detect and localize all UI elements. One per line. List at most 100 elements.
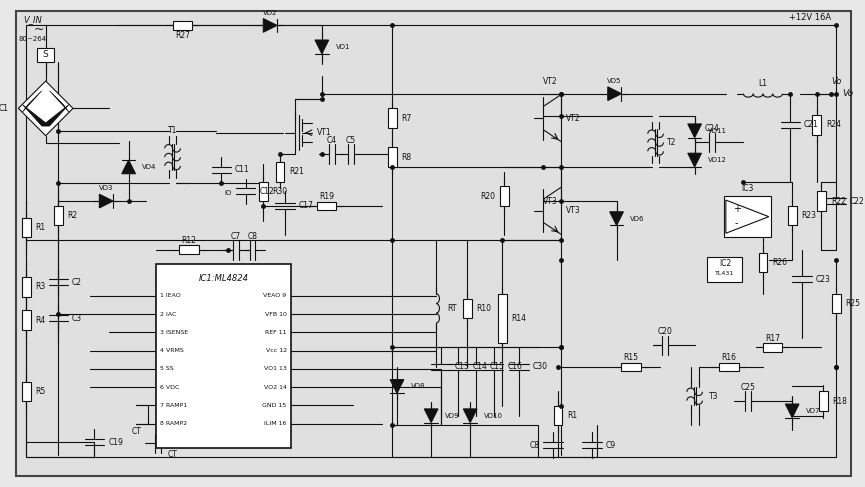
Bar bbox=[259, 182, 267, 201]
Text: IC3: IC3 bbox=[741, 184, 753, 193]
Text: IO: IO bbox=[225, 190, 232, 196]
Text: VD3: VD3 bbox=[99, 186, 113, 191]
Polygon shape bbox=[49, 91, 69, 112]
Polygon shape bbox=[425, 409, 438, 423]
Text: VD1: VD1 bbox=[336, 44, 350, 50]
Text: C9: C9 bbox=[606, 441, 616, 450]
Polygon shape bbox=[315, 40, 329, 54]
Polygon shape bbox=[688, 153, 702, 167]
Bar bbox=[788, 206, 797, 225]
Text: VT3: VT3 bbox=[566, 206, 580, 215]
Text: R20: R20 bbox=[480, 192, 495, 201]
Text: TL431: TL431 bbox=[715, 271, 734, 276]
Bar bbox=[554, 406, 562, 426]
Text: VT2: VT2 bbox=[543, 77, 558, 87]
Text: T3: T3 bbox=[709, 392, 719, 401]
Text: C7: C7 bbox=[231, 232, 241, 241]
Text: VD4: VD4 bbox=[143, 164, 157, 170]
Bar bbox=[22, 277, 30, 297]
Text: 8 RAMP2: 8 RAMP2 bbox=[160, 421, 187, 426]
Text: V_IN: V_IN bbox=[23, 15, 42, 24]
Polygon shape bbox=[390, 380, 404, 393]
Polygon shape bbox=[99, 194, 113, 208]
Text: C20: C20 bbox=[658, 327, 673, 337]
Text: R25: R25 bbox=[845, 299, 861, 308]
Text: IC2: IC2 bbox=[719, 259, 731, 268]
Text: 6 VDC: 6 VDC bbox=[160, 385, 179, 390]
Text: Vo: Vo bbox=[831, 77, 842, 87]
Text: ILIM 16: ILIM 16 bbox=[265, 421, 286, 426]
Text: C17: C17 bbox=[298, 202, 313, 210]
Text: T1: T1 bbox=[168, 126, 177, 135]
Text: C24: C24 bbox=[705, 124, 720, 133]
Bar bbox=[179, 245, 199, 254]
Text: C1: C1 bbox=[0, 104, 9, 113]
Text: REF 11: REF 11 bbox=[266, 330, 286, 335]
Text: R14: R14 bbox=[512, 314, 527, 323]
Text: R16: R16 bbox=[721, 353, 736, 362]
Text: C8: C8 bbox=[529, 441, 540, 450]
Text: 7 RAMP1: 7 RAMP1 bbox=[160, 403, 187, 408]
Bar bbox=[759, 253, 767, 272]
Bar bbox=[54, 206, 63, 225]
Text: C13: C13 bbox=[455, 362, 470, 372]
Text: -: - bbox=[735, 219, 739, 228]
Text: C21: C21 bbox=[804, 120, 818, 130]
Text: R5: R5 bbox=[35, 387, 46, 396]
Text: VD6: VD6 bbox=[631, 216, 644, 222]
Text: Vcc 12: Vcc 12 bbox=[266, 348, 286, 353]
Text: R18: R18 bbox=[833, 396, 848, 406]
Text: Vo: Vo bbox=[842, 89, 853, 98]
Text: S: S bbox=[42, 50, 48, 59]
Text: L1: L1 bbox=[759, 79, 767, 89]
Text: C2: C2 bbox=[72, 278, 82, 286]
Text: R2: R2 bbox=[67, 211, 78, 220]
Polygon shape bbox=[608, 87, 621, 100]
Text: VD12: VD12 bbox=[708, 157, 727, 163]
Text: C14: C14 bbox=[472, 362, 487, 372]
Text: R24: R24 bbox=[826, 120, 841, 130]
Text: 5 SS: 5 SS bbox=[160, 366, 174, 372]
Text: R8: R8 bbox=[401, 152, 412, 162]
Text: VT2: VT2 bbox=[566, 113, 580, 123]
Bar bbox=[724, 196, 771, 237]
Text: R26: R26 bbox=[772, 258, 787, 267]
Bar bbox=[388, 108, 396, 128]
Text: R30: R30 bbox=[272, 187, 288, 196]
Bar bbox=[763, 343, 783, 352]
Text: C23: C23 bbox=[816, 275, 830, 283]
Text: VD10: VD10 bbox=[484, 413, 503, 419]
Polygon shape bbox=[122, 160, 136, 174]
Text: R1: R1 bbox=[567, 411, 578, 420]
Bar bbox=[388, 148, 396, 167]
Text: R15: R15 bbox=[624, 353, 638, 362]
Text: R22: R22 bbox=[830, 197, 846, 206]
Text: RT: RT bbox=[448, 304, 458, 313]
Text: R23: R23 bbox=[802, 211, 817, 220]
Text: VD9: VD9 bbox=[445, 413, 459, 419]
Text: C19: C19 bbox=[108, 438, 123, 447]
Text: VD11: VD11 bbox=[708, 128, 727, 134]
Bar bbox=[819, 392, 828, 411]
Bar bbox=[156, 264, 291, 448]
Text: CT: CT bbox=[131, 427, 141, 436]
Text: C8: C8 bbox=[247, 232, 258, 241]
Text: C4: C4 bbox=[327, 136, 336, 145]
Text: R17: R17 bbox=[766, 334, 780, 343]
Polygon shape bbox=[785, 404, 799, 418]
Text: R3: R3 bbox=[35, 282, 46, 291]
Text: R27: R27 bbox=[175, 31, 189, 40]
Polygon shape bbox=[726, 200, 769, 233]
Text: +12V 16A: +12V 16A bbox=[789, 13, 831, 22]
Text: R12: R12 bbox=[182, 236, 196, 245]
Bar bbox=[463, 299, 471, 318]
Text: VD2: VD2 bbox=[263, 10, 278, 16]
Text: C11: C11 bbox=[235, 165, 250, 174]
Text: +: + bbox=[733, 204, 740, 214]
Bar bbox=[22, 310, 30, 330]
Text: VO2 14: VO2 14 bbox=[264, 385, 286, 390]
Text: VD8: VD8 bbox=[411, 383, 426, 390]
Text: VFB 10: VFB 10 bbox=[265, 312, 286, 317]
Text: R21: R21 bbox=[289, 167, 304, 176]
Text: 80~264: 80~264 bbox=[19, 36, 47, 42]
